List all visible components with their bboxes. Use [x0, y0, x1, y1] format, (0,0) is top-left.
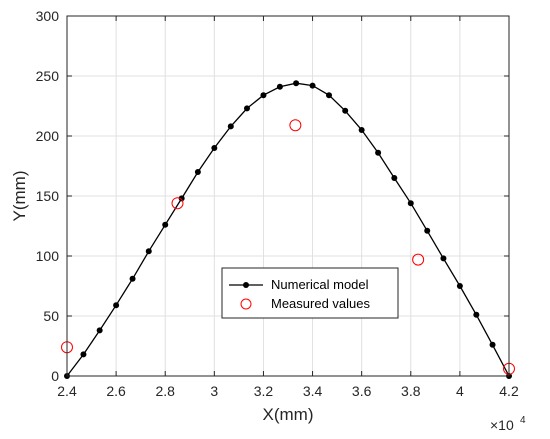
legend-label-numerical-model: Numerical model [271, 277, 369, 292]
numerical-model-point [342, 107, 349, 114]
numerical-model-point [194, 169, 201, 175]
numerical-model-point [227, 123, 234, 130]
x-tick-label: 4 [456, 383, 464, 399]
series-layer [61, 80, 515, 379]
numerical-model-point [80, 351, 87, 358]
x-tick-label: 3.8 [401, 383, 421, 399]
y-axis-title: Y(mm) [10, 171, 29, 222]
x-tick-label: 2.4 [57, 383, 77, 399]
legend-label-measured-values: Measured values [271, 296, 370, 311]
y-tick-label: 300 [36, 8, 60, 24]
x-tick-label: 3.6 [352, 383, 372, 399]
y-tick-label: 50 [43, 308, 59, 324]
legend-marker-numerical-model [243, 282, 249, 288]
measured-value-point [171, 197, 184, 210]
y-tick-label: 0 [51, 368, 59, 384]
numerical-model-point [407, 200, 414, 207]
x-tick-label: 3 [210, 383, 218, 399]
numerical-model-point [96, 327, 103, 334]
numerical-model-point [129, 275, 136, 282]
numerical-model-point [178, 195, 185, 202]
x-tick-label: 2.8 [155, 383, 175, 399]
legend-marker-measured-values [240, 298, 252, 310]
y-tick-label: 200 [36, 128, 60, 144]
numerical-model-point [358, 127, 365, 133]
numerical-model-point [375, 149, 382, 156]
numerical-model-point [243, 105, 250, 112]
numerical-model-point [424, 227, 431, 234]
legend-box [221, 267, 399, 319]
y-tick-label: 250 [36, 68, 60, 84]
numerical-model-point [145, 248, 152, 255]
numerical-model-point [309, 82, 316, 89]
numerical-model-line [66, 82, 510, 377]
numerical-model-point [391, 175, 398, 181]
numerical-model-point [456, 283, 463, 289]
numerical-model-point [260, 92, 267, 99]
svg-text:×10: ×10 [490, 417, 514, 433]
numerical-model-point [293, 80, 300, 87]
numerical-model-point [162, 221, 169, 228]
numerical-model-point [440, 255, 447, 262]
x-tick-label: 4.2 [499, 383, 519, 399]
numerical-model-point [489, 341, 496, 348]
measured-value-point [289, 119, 302, 132]
x-tick-label: 2.6 [106, 383, 126, 399]
numerical-model-point [326, 92, 333, 99]
numerical-model-point [113, 302, 120, 309]
y-tick-label: 150 [36, 188, 60, 204]
numerical-model-point [276, 83, 283, 90]
x-exponent-label: ×10 4 [490, 415, 526, 433]
x-axis-title: X(mm) [263, 405, 314, 424]
measured-value-point [412, 253, 425, 266]
x-tick-label: 3.4 [303, 383, 323, 399]
y-tick-label: 100 [36, 248, 60, 264]
x-tick-label: 3.2 [254, 383, 274, 399]
numerical-model-point [211, 145, 218, 151]
svg-text:4: 4 [520, 415, 526, 426]
legend: Numerical model Measured values [221, 267, 399, 319]
ticks: 2.4 2.6 2.8 3 3.2 3.4 3.6 3.8 4 4.2 0 50 100 150 200 25… [36, 8, 519, 399]
numerical-model-point [473, 311, 480, 318]
